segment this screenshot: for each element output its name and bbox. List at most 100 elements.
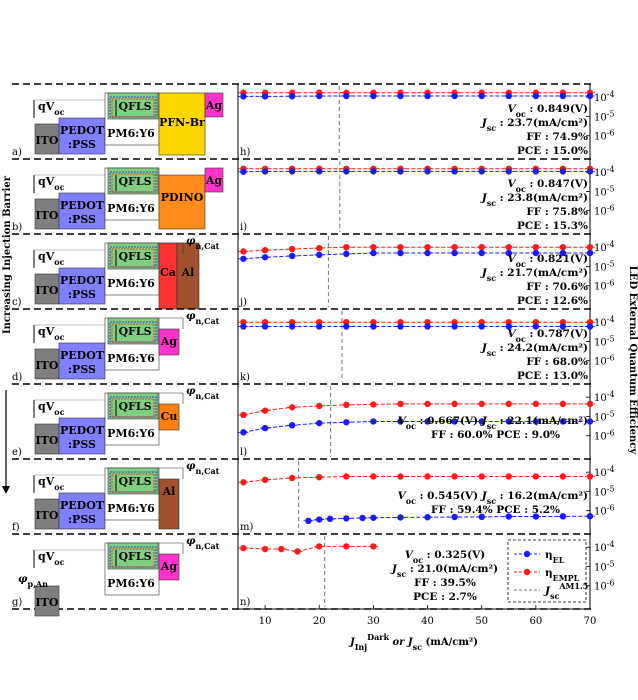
panel-letter-g: g) — [12, 597, 22, 608]
empl-point — [532, 473, 540, 480]
pss-label: :PSS — [68, 138, 96, 151]
stats-ff-pce: FF : 60.0% PCE : 9.0% — [431, 429, 560, 441]
empl-point — [451, 400, 458, 408]
ytick-label: 10-6 — [594, 428, 615, 443]
el-point — [478, 168, 485, 175]
el-point — [240, 93, 247, 100]
eqe-panel-h: h) 10-4 10-5 10-6 Voc : 0.849(V)Jsc : 23.7(m… — [237, 84, 615, 159]
el-point — [370, 92, 377, 100]
ito-layer — [34, 273, 60, 305]
metal-label: Al — [181, 266, 195, 279]
device-diagrams: ITOPEDOT:PSSQFLSPM6:Y6qVocPFN-BrAga)ITOP… — [12, 83, 592, 617]
el-point — [586, 168, 594, 175]
empl-point — [240, 479, 247, 486]
xtick-label: 10 — [259, 616, 272, 627]
ito-layer — [34, 348, 60, 380]
pedot-layer — [58, 117, 106, 155]
el-point — [478, 323, 485, 330]
pedot-label: PEDOT — [60, 424, 105, 437]
cathode-barrier-label: φn,Cat — [186, 235, 220, 251]
xtick-label: 50 — [475, 616, 488, 627]
ytick-label: 10-6 — [594, 278, 615, 293]
pss-label: :PSS — [68, 513, 96, 526]
empl-point — [370, 473, 377, 480]
empl-point — [397, 473, 404, 480]
stats-voc: Voc : 0.787(V) — [507, 328, 588, 344]
el-point — [240, 323, 247, 330]
qfls-label: QFLS — [118, 550, 151, 563]
el-point — [316, 419, 323, 427]
el-point — [343, 168, 350, 175]
el-point — [532, 92, 540, 100]
pedot-layer — [58, 267, 106, 305]
el-point — [288, 93, 296, 100]
empl-point — [294, 548, 301, 555]
el-point — [316, 168, 323, 175]
cathode-barrier-label: φn,Cat — [186, 535, 220, 551]
el-point — [261, 93, 269, 100]
el-point — [478, 513, 485, 521]
el-point — [343, 419, 350, 426]
empl-point — [240, 544, 247, 552]
left-axis-label: Increasing Injection Barrier — [2, 175, 13, 334]
pedot-layer — [58, 192, 106, 230]
panel-letter-j: j) — [239, 297, 247, 308]
legend-empl-label: ηEMPL — [545, 567, 580, 583]
el-point — [451, 323, 458, 330]
el-point — [424, 418, 431, 425]
ytick-label: 10-5 — [594, 109, 615, 124]
panel-letter-i: i) — [240, 222, 247, 233]
ytick-label: 10-4 — [594, 315, 615, 330]
eqe-panel-k: k) 10-4 10-5 10-6 Voc : 0.787(V)Jsc : 24.2(m… — [237, 309, 615, 384]
pss-label: :PSS — [68, 288, 96, 301]
ito-label: ITO — [36, 284, 59, 297]
legend-box — [507, 539, 587, 603]
el-point — [288, 252, 296, 260]
empl-point — [505, 400, 512, 408]
el-point — [559, 323, 567, 330]
el-point — [343, 515, 350, 522]
stats-voc-jsc: Voc : 0.545(V) Jsc : 16.2(mA/cm²) — [398, 490, 588, 506]
stats-voc: Voc : 0.847(V) — [507, 178, 588, 194]
panel-letter-e: e) — [12, 447, 22, 458]
pedot-label: PEDOT — [60, 124, 105, 137]
qvoc-label: qVoc — [38, 400, 65, 417]
el-point — [370, 323, 377, 330]
stats-jsc: Jsc : 24.2(mA/cm²) — [480, 342, 588, 358]
legend-el-label: ηEL — [545, 549, 565, 565]
qvoc-label: qVoc — [38, 250, 65, 267]
ytick-label: 10-6 — [594, 128, 615, 143]
el-point — [343, 250, 350, 258]
panel-letter-n: n) — [240, 597, 250, 608]
el-point — [505, 513, 512, 520]
qfls-hole — [111, 398, 155, 418]
etl-label: PDINO — [161, 191, 204, 204]
el-point — [343, 323, 350, 330]
el-point — [559, 168, 567, 175]
eqe-panel-m: m) 10-4 10-5 10-6 Voc : 0.545(V) Jsc : 16.2(… — [237, 459, 615, 534]
el-point — [288, 323, 296, 330]
ytick-label: 10-4 — [594, 240, 615, 255]
el-point — [397, 418, 404, 425]
etl-label: PFN-Br — [159, 116, 205, 129]
el-point — [359, 514, 366, 522]
empl-point — [316, 402, 323, 410]
el-point — [261, 323, 269, 330]
empl-point — [424, 243, 431, 251]
el-point — [532, 513, 540, 520]
ito-label: ITO — [36, 359, 59, 372]
el-point — [370, 168, 377, 175]
qfls-hole — [111, 173, 155, 193]
el-point — [261, 168, 269, 175]
ito-layer — [34, 585, 60, 617]
empl-point — [316, 543, 323, 550]
ytick-label: 10-5 — [594, 184, 615, 199]
el-point — [397, 249, 404, 257]
metal-layer — [204, 92, 224, 118]
qfls-label: QFLS — [118, 250, 151, 263]
legend-el-marker — [523, 550, 531, 558]
axes: Increasing Injection Barrier LED External… — [2, 84, 638, 652]
qfls-label: QFLS — [118, 475, 151, 488]
el-point — [424, 514, 431, 521]
